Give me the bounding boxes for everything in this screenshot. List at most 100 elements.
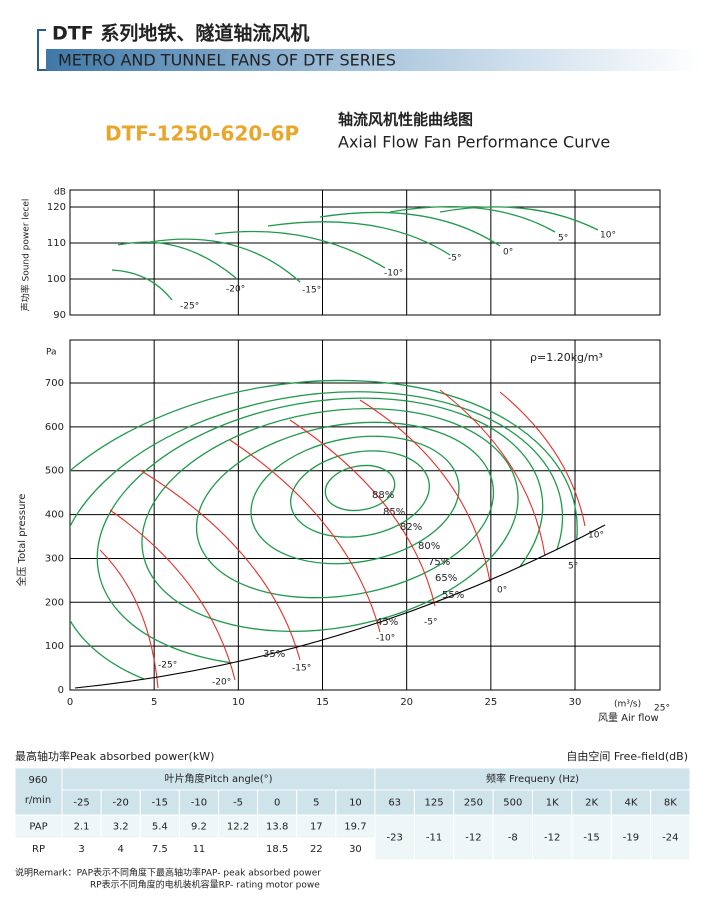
cell-text: 30 [349,844,362,855]
curve-label: -10° [384,269,403,279]
x-tick-label: 10 [232,697,245,708]
curve-label: -5° [448,254,461,264]
table-cell [650,814,691,861]
cell-text: 2K [585,798,598,809]
sound-unit: dB [54,188,66,198]
chart-title-cn: 轴流风机性能曲线图 [338,111,473,129]
cell-text: -20 [113,798,129,809]
angle-label: -20° [212,678,231,688]
table-cell [532,814,573,861]
x-tick-label: 20 [400,697,413,708]
chart-title-en: Axial Flow Fan Performance Curve [338,133,610,152]
cell-text: 频率 Frequeny (Hz) [486,772,579,785]
cell-text: 500 [503,798,522,809]
table-cell [532,789,573,816]
angle-label: -10° [376,634,395,644]
y-tick-label: 200 [45,597,64,608]
cell-text: r/min [25,795,51,806]
table-cell [178,789,219,816]
cell-text: 63 [388,798,401,809]
cell-text: RP [32,844,45,855]
cell-text: 125 [425,798,444,809]
cell-text: -5 [233,798,243,809]
y-tick-label: 500 [45,466,64,477]
cell-text: 3.2 [113,822,129,833]
angle-label: -5° [424,618,437,628]
angle-label: -15° [292,664,311,674]
cell-text: -11 [426,833,442,844]
y-tick-label: 600 [45,422,64,433]
y-tick-label: 0 [58,685,64,696]
cell-text: 7.5 [152,844,168,855]
model: DTF-1250-620-6P [105,122,299,146]
cell-text: 22 [310,844,323,855]
cell-text: 1K [546,798,559,809]
cell-text: 4 [118,844,124,855]
curve-label: -20° [226,285,245,295]
cell-text: 8K [664,798,677,809]
cell-text: 10 [349,798,362,809]
cell-text: 3 [78,844,84,855]
cell-text: 5.4 [152,822,168,833]
efficiency-curves [70,379,578,688]
y-tick-label: 120 [47,202,66,213]
cell-text: 17 [310,822,323,833]
remark: RP表示不同角度的电机装机容量RP- rating motor powe [90,879,320,891]
sound-curves [111,206,599,301]
table-cell [413,814,455,861]
cell-text: PAP [29,822,47,833]
cell-text: -8 [508,833,518,844]
y-tick-label: 90 [53,310,66,321]
table-cell [296,789,337,816]
pressure-unit: Pa [46,348,57,358]
pressure-grid: 700 600 500 400 300 200 100 00 5 10 15 20 25 30 [45,339,661,708]
table-cell [453,814,494,861]
y-tick-label: 400 [45,510,64,521]
cell-text: 19.7 [344,822,366,833]
cell-text: -19 [623,833,639,844]
curve-label: -15° [302,286,321,296]
system-curve [74,524,606,689]
pressure-ylabel: 全压 Total pressure [15,494,28,587]
remark: 说明Remark：PAP表示不同角度下最高轴功率PAP- peak absorb… [15,867,321,879]
x-unit: (m³/s) [614,700,641,710]
efficiency-label: 80% [418,541,440,552]
density: ρ=1.20kg/m³ [530,351,603,364]
cell-text: 9.2 [191,822,207,833]
table-cell [610,814,652,861]
cell-text: 250 [464,798,483,809]
y-tick-label: 100 [47,274,66,285]
cell-text: -23 [387,833,403,844]
curve-label: 0° [503,248,513,258]
cell-text: 2.1 [74,822,90,833]
sound-frame [69,189,661,316]
header-subtitle: METRO AND TUNNEL FANS OF DTF SERIES [58,51,396,70]
cell-text: -24 [662,833,678,844]
y-tick-label: 300 [45,553,64,564]
power-title: 最高轴功率Peak absorbed power(kW) [15,749,214,763]
cell-text: 叶片角度Pitch angle(°) [164,772,272,785]
x-tick-label: 15 [316,697,329,708]
table-cell [374,789,415,816]
data-table: 960 r/min 叶片角度Pitch angle(°) 频率 Frequeny (H… [14,767,691,861]
efficiency-label: 82% [400,522,422,533]
cell-text: 5 [313,798,319,809]
cell-text: 960 [28,775,47,786]
efficiency-label: 85% [383,507,405,518]
noise-title: 自由空间 Free-field(dB) [566,749,688,763]
angle-label: 5° [568,562,578,572]
efficiency-label: 75% [428,557,450,568]
angle-curves [99,389,586,689]
efficiency-label: 65% [435,573,457,584]
efficiency-label: 35% [263,649,285,660]
cell-text: -10 [191,798,207,809]
x-note: 25° [654,704,670,714]
x-tick-label: 0 [67,697,73,708]
angle-label: -25° [158,661,177,671]
angle-label: 10° [588,531,604,541]
efficiency-label: 88% [372,490,394,501]
cell-text: 4K [624,798,637,809]
cell-text: -12 [544,833,560,844]
cell-text: -25 [73,798,89,809]
